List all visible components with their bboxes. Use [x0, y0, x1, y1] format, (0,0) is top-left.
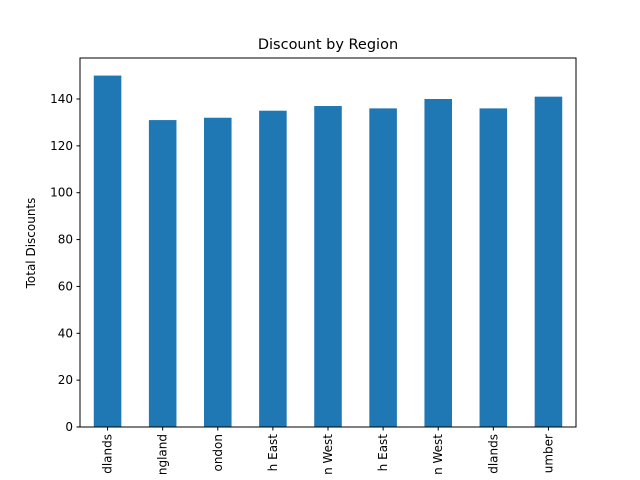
bar	[204, 117, 232, 427]
bar	[424, 99, 452, 427]
x-tick-label: umber	[541, 434, 555, 473]
y-axis-label: Total Discounts	[24, 198, 38, 290]
y-tick-label: 20	[58, 373, 73, 387]
x-tick-label: n West	[321, 434, 335, 475]
x-tick-label: dlands	[486, 434, 500, 474]
bar	[534, 96, 563, 428]
x-tick-label: n West	[431, 434, 445, 475]
y-tick-label: 40	[58, 326, 73, 340]
chart-title: Discount by Region	[258, 37, 398, 53]
bar	[369, 108, 397, 427]
bar	[259, 110, 287, 427]
bar	[314, 106, 342, 428]
y-tick-label: 60	[58, 279, 73, 293]
y-tick-label: 140	[50, 92, 73, 106]
y-axis: 0 20 40 60 80 100 120 140	[50, 92, 80, 434]
bar	[93, 75, 122, 428]
y-tick-label: 100	[50, 186, 73, 200]
y-tick-label: 80	[58, 233, 73, 247]
x-tick-label: dlands	[101, 434, 115, 474]
plot-frame	[79, 57, 577, 428]
y-tick-label: 120	[50, 139, 73, 153]
x-tick-label: h East	[266, 434, 280, 472]
bar	[148, 120, 177, 427]
x-tick-label: ngland	[156, 434, 170, 475]
y-tick-label: 0	[65, 420, 73, 434]
bar	[479, 108, 508, 427]
x-tick-label: h East	[376, 434, 390, 472]
x-tick-label: ondon	[211, 434, 225, 472]
bars-layer	[93, 75, 563, 428]
x-axis: dlands ngland ondon h East n West h East n Wes…	[101, 427, 555, 475]
